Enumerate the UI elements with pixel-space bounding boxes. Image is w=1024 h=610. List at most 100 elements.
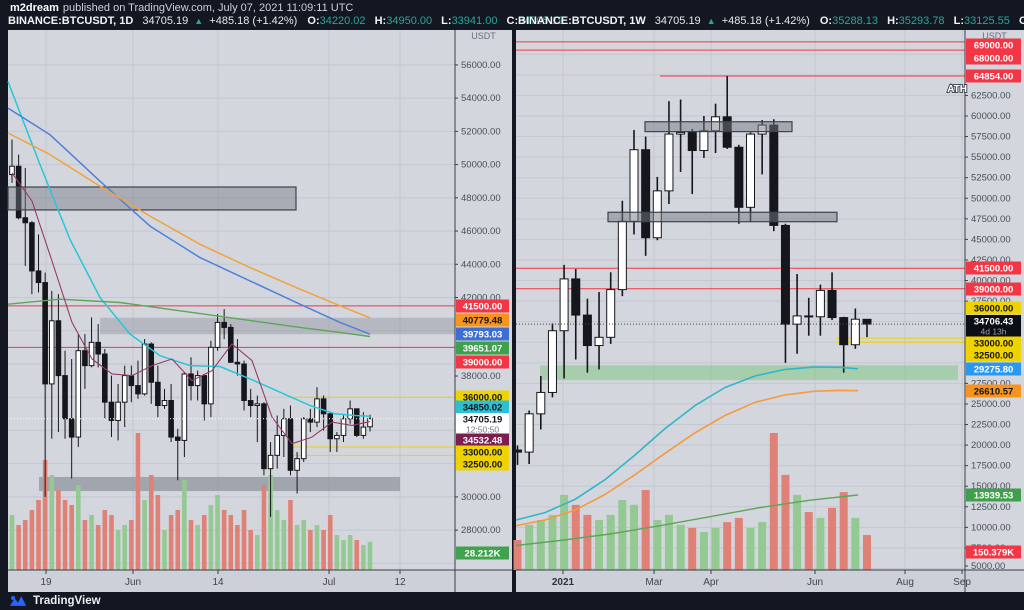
price-tick: 12500.00 (971, 502, 1011, 513)
volume-bar (676, 524, 685, 570)
left-time-axis[interactable] (8, 570, 512, 592)
svg-text:34532.48: 34532.48 (463, 436, 503, 447)
candle (320, 398, 327, 415)
tradingview-logo-icon[interactable] (9, 595, 27, 607)
close-value: C:34705.19 (506, 15, 565, 27)
price-tick: 45000.00 (971, 234, 1011, 245)
high-value: H:35293.78 (887, 15, 945, 27)
volume-bar (606, 514, 615, 570)
volume-bar (135, 433, 141, 570)
left-chart-pane[interactable] (8, 30, 455, 570)
volume-bar (595, 519, 604, 570)
candle (307, 418, 314, 423)
candle (827, 289, 837, 319)
candle (42, 282, 48, 385)
volume-bar (188, 520, 194, 570)
candle (22, 217, 29, 224)
candle (208, 346, 214, 405)
time-tick: Mar (645, 577, 663, 588)
candle (261, 403, 267, 470)
volume-bar (347, 535, 353, 570)
volume-bar (42, 460, 48, 570)
price-tick: 5000.00 (971, 561, 1005, 572)
ma-blue-weekly (515, 366, 859, 521)
candle (194, 375, 201, 387)
candle (35, 270, 42, 284)
volume-bar (294, 525, 300, 570)
volume-bar (354, 540, 360, 570)
price-label: 33000.00 (456, 445, 509, 459)
volume-bar (863, 535, 871, 570)
price-label: 41500.00 (966, 261, 1021, 275)
brand-name[interactable]: TradingView (33, 595, 101, 607)
svg-text:40779.48: 40779.48 (463, 316, 503, 327)
left-price-axis[interactable] (455, 30, 512, 570)
price-label: 36000.00 (966, 301, 1021, 315)
volume-bar (129, 520, 134, 570)
candle (247, 400, 254, 407)
svg-text:33000.00: 33000.00 (974, 339, 1014, 350)
candle (102, 353, 108, 403)
ma-orange-weekly (515, 389, 859, 527)
low-value: L:33941.00 (441, 15, 498, 27)
volume-bar (182, 480, 187, 570)
volume-bar (89, 515, 94, 570)
watermark: m2dream published on TradingView.com, Jul… (10, 2, 353, 14)
price-tick: 52000.00 (461, 126, 501, 137)
volume-bar (288, 500, 293, 570)
price-tick: 22500.00 (971, 420, 1011, 431)
candle (792, 315, 802, 325)
ma-blue (7, 107, 371, 335)
price-tick: 57500.00 (971, 132, 1011, 143)
volume-bar (664, 514, 673, 570)
candle (115, 401, 121, 421)
svg-text:39793.03: 39793.03 (463, 330, 503, 341)
right-chart-pane[interactable] (516, 30, 965, 570)
volume-bar (155, 495, 161, 570)
svg-text:32500.00: 32500.00 (463, 460, 503, 471)
volume-bar (327, 515, 333, 570)
candle (524, 413, 534, 453)
supply-zone-box (644, 121, 793, 133)
price-label: 68000.00 (966, 51, 1021, 65)
volume-bar (255, 535, 260, 570)
candle (367, 418, 373, 428)
right-time-axis[interactable] (516, 570, 1024, 592)
svg-text:36000.00: 36000.00 (463, 393, 503, 404)
volume-bar (699, 532, 708, 570)
ma-cyan (7, 81, 371, 418)
candle (9, 165, 15, 176)
candle (687, 131, 697, 152)
price-tick: 28000.00 (461, 525, 501, 536)
volume-bar (548, 514, 557, 570)
price-tick: 44000.00 (461, 259, 501, 270)
candle (582, 314, 592, 347)
volume-bar (828, 507, 837, 570)
candle (181, 373, 188, 441)
candle (513, 449, 522, 453)
ma-green-200w (515, 494, 859, 547)
volume-bar (29, 510, 35, 570)
volume-bar (115, 530, 121, 570)
author-name: m2dream (10, 2, 59, 14)
axis-currency-label: USDT (982, 31, 1007, 41)
candle (804, 315, 814, 318)
candle (148, 343, 155, 383)
footer: TradingView (0, 592, 1024, 610)
up-arrow-icon: ▲ (194, 16, 204, 26)
volume-bar (241, 510, 247, 570)
price-tick: 62500.00 (971, 90, 1011, 101)
volume-bar (261, 485, 267, 570)
volume-bar (36, 500, 41, 570)
right-price-axis[interactable] (965, 30, 1024, 570)
ath-annotation: ATH (947, 84, 967, 95)
candle (274, 434, 280, 456)
supply-zone-box (607, 211, 838, 223)
price-label: 34850.02 (456, 400, 509, 414)
price-tick: 38000.00 (461, 371, 501, 382)
price-tick: 30000.00 (461, 492, 501, 503)
candle (267, 454, 274, 470)
volume-bar (69, 505, 74, 570)
